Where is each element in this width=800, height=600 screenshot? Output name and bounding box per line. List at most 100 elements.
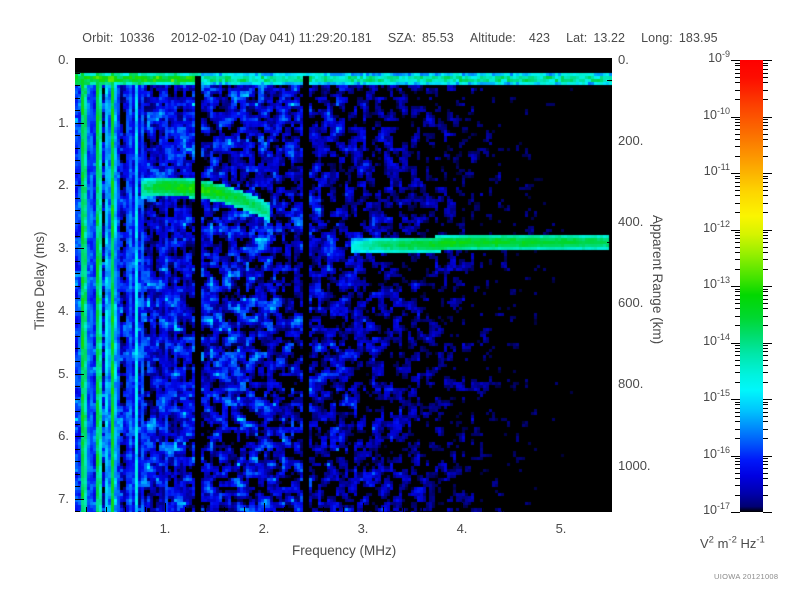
top-tick: [125, 58, 127, 63]
bottom-minor-tick: [580, 507, 582, 512]
colorbar-minor-tick: [735, 195, 740, 197]
colorbar-minor-tick: [735, 485, 740, 487]
bottom-minor-tick: [600, 507, 602, 512]
colorbar-minor-tick: [763, 202, 768, 204]
left-minor-tick: [75, 223, 80, 225]
colorbar-minor-tick: [763, 259, 768, 261]
bottom-tick-label: 3.: [357, 521, 369, 536]
colorbar-minor-tick: [763, 212, 768, 214]
top-tick: [343, 58, 345, 63]
right-minor-tick: [607, 485, 612, 487]
colorbar-minor-tick: [735, 65, 740, 67]
colorbar-major-tick: [763, 229, 772, 231]
colorbar-minor-tick: [763, 347, 768, 349]
top-tick: [363, 58, 364, 67]
colorbar-minor-tick: [735, 178, 740, 180]
right-minor-tick: [607, 242, 612, 244]
left-minor-tick: [75, 97, 80, 99]
colorbar-minor-tick: [735, 315, 740, 317]
colorbar-minor-tick: [763, 372, 768, 374]
colorbar-minor-tick: [735, 155, 740, 157]
colorbar-minor-tick: [763, 359, 768, 361]
right-major-tick: [603, 141, 612, 143]
colorbar: [740, 60, 763, 512]
right-minor-tick: [607, 323, 612, 325]
colorbar-tick-label: 10-16: [703, 444, 730, 461]
bottom-minor-tick: [145, 507, 147, 512]
colorbar-minor-tick: [763, 125, 768, 127]
lat-label: Lat:: [566, 31, 588, 45]
colorbar-minor-tick: [763, 308, 768, 310]
top-tick: [402, 58, 404, 63]
bottom-minor-tick: [422, 507, 424, 512]
bottom-major-tick: [561, 503, 562, 512]
radargram-heatmap: [75, 58, 612, 512]
colorbar-tick-label: 10-15: [703, 387, 730, 404]
left-minor-tick: [75, 423, 80, 425]
colorbar-major-tick: [731, 342, 740, 344]
colorbar-minor-tick: [735, 364, 740, 366]
bottom-minor-tick: [382, 507, 384, 512]
left-minor-tick: [75, 210, 80, 212]
colorbar-minor-tick: [763, 325, 768, 327]
colorbar-minor-tick: [763, 404, 768, 406]
colorbar-minor-tick: [763, 428, 768, 430]
units-m-exp: -2: [728, 534, 737, 546]
units-v: V: [700, 536, 709, 551]
left-minor-tick: [75, 197, 80, 199]
colorbar-minor-tick: [735, 325, 740, 327]
top-tick: [462, 58, 463, 67]
bottom-tick-label: 1.: [159, 521, 171, 536]
colorbar-minor-tick: [735, 146, 740, 148]
colorbar-minor-tick: [763, 155, 768, 157]
colorbar-minor-tick: [763, 298, 768, 300]
left-minor-tick: [75, 160, 80, 162]
top-tick: [165, 58, 166, 67]
colorbar-minor-tick: [763, 181, 768, 183]
left-minor-tick: [75, 411, 80, 413]
colorbar-minor-tick: [735, 494, 740, 496]
long-label: Long:: [641, 31, 673, 45]
left-major-tick: [75, 373, 84, 375]
right-minor-tick: [607, 80, 612, 82]
top-tick: [184, 58, 186, 63]
colorbar-minor-tick: [735, 468, 740, 470]
left-minor-tick: [75, 72, 80, 74]
colorbar-minor-tick: [763, 121, 768, 123]
colorbar-minor-tick: [763, 175, 768, 177]
right-tick-label: 400.: [618, 214, 644, 230]
radargram-plot-area: [75, 58, 612, 512]
units-hz: Hz: [736, 536, 757, 551]
colorbar-minor-tick: [735, 421, 740, 423]
altitude-label: Altitude:: [469, 31, 516, 45]
left-minor-tick: [75, 273, 80, 275]
colorbar-major-tick: [763, 455, 772, 457]
colorbar-minor-tick: [735, 345, 740, 347]
right-minor-tick: [607, 201, 612, 203]
colorbar-minor-tick: [763, 133, 768, 135]
bottom-minor-tick: [323, 507, 325, 512]
colorbar-minor-tick: [763, 99, 768, 101]
bottom-tick-label: 4.: [456, 521, 468, 536]
colorbar-minor-tick: [735, 411, 740, 413]
left-tick-label: 5.: [58, 365, 69, 381]
right-minor-tick: [607, 404, 612, 406]
right-minor-tick: [607, 343, 612, 345]
colorbar-major-tick: [763, 512, 772, 513]
colorbar-minor-tick: [763, 345, 768, 347]
sza-value: 85.53: [422, 31, 454, 45]
bottom-minor-tick: [501, 507, 503, 512]
left-tick-label: 0.: [58, 52, 69, 67]
top-tick: [323, 58, 325, 63]
colorbar-minor-tick: [735, 77, 740, 78]
colorbar-minor-tick: [763, 138, 768, 140]
colorbar-minor-tick: [735, 438, 740, 440]
top-tick: [422, 58, 424, 63]
colorbar-minor-tick: [763, 458, 768, 460]
colorbar-minor-tick: [735, 298, 740, 300]
colorbar-minor-tick: [763, 72, 768, 74]
left-minor-tick: [75, 110, 80, 112]
colorbar-major-tick: [731, 173, 740, 174]
right-major-tick: [603, 222, 612, 224]
colorbar-minor-tick: [763, 438, 768, 440]
